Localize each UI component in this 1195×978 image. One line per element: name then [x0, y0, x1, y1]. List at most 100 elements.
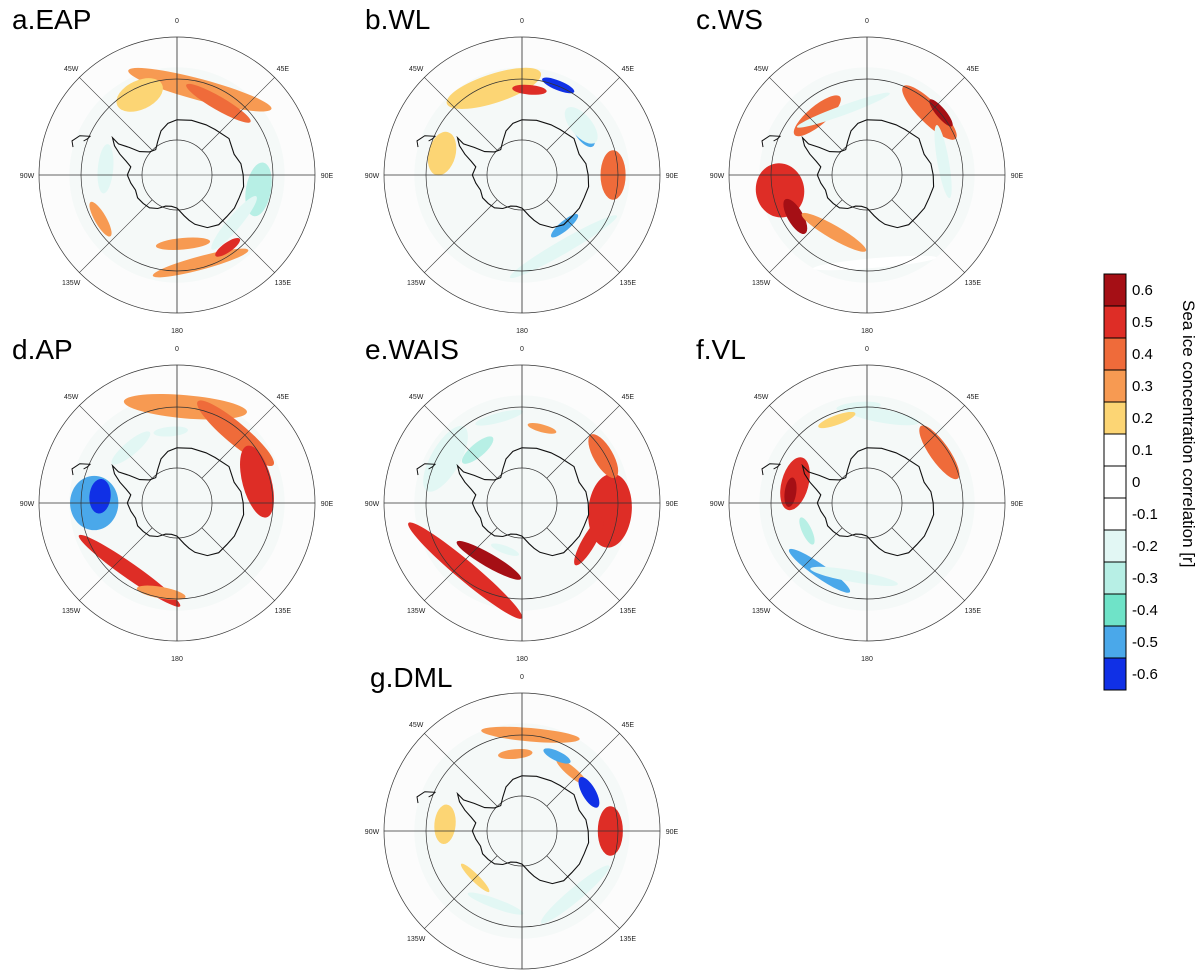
longitude-label: 135W — [752, 280, 771, 287]
colorbar-cell — [1103, 625, 1127, 659]
latitude-circle — [38, 364, 316, 642]
longitude-label: 90W — [365, 829, 380, 836]
latitude-circle — [141, 467, 213, 539]
latitude-circle — [728, 364, 1006, 642]
panel-vl: f.VL 0 45E 90E 135E 180 135W 90W 45W — [690, 328, 1030, 663]
latitude-circle — [383, 364, 661, 642]
latitude-circle — [425, 78, 619, 272]
longitude-label: 90E — [321, 501, 334, 508]
latitude-circle — [486, 139, 558, 211]
panel-title: f.VL — [696, 334, 746, 365]
longitude-label: 135E — [620, 280, 637, 287]
panel-wais: e.WAIS 0 45E 90E 135E 180 135W 90W 45W — [345, 328, 685, 663]
latitude-circle — [486, 795, 558, 867]
correlation-patch — [498, 748, 533, 760]
polar-map: 0 45E 90E 135E 180 135W 90W 45W — [710, 346, 1024, 663]
colorbar-cell — [1103, 657, 1127, 691]
correlation-patch — [796, 92, 890, 128]
correlation-patch — [89, 479, 111, 514]
south-america-coastline — [71, 463, 92, 476]
meridian-line — [424, 199, 498, 273]
colorbar-cell — [1103, 273, 1127, 307]
longitude-label: 180 — [516, 328, 528, 335]
colorbar-cell — [1103, 433, 1127, 467]
panel-ap: d.AP 0 45E 90E 135E 180 135W 90W 45W — [0, 328, 340, 663]
colorbar-cell — [1103, 593, 1127, 627]
correlation-patch — [111, 431, 151, 465]
colorbar-tick-label: 0.4 — [1132, 346, 1153, 363]
meridian-line — [546, 199, 620, 273]
meridian-line — [769, 199, 843, 273]
longitude-label: 0 — [865, 346, 869, 353]
colorbar-tick-label: -0.2 — [1132, 538, 1158, 555]
correlation-patch — [89, 201, 112, 237]
correlation-patch — [813, 255, 937, 271]
correlation-patch — [509, 215, 618, 279]
latitude-circle — [770, 406, 964, 600]
south-america-coastline — [416, 463, 437, 476]
meridian-line — [769, 405, 843, 479]
colorbar-cell — [1103, 497, 1127, 531]
colorbar-tick-label: 0.2 — [1132, 410, 1153, 427]
meridian-line — [424, 77, 498, 151]
longitude-label: 45W — [409, 394, 424, 401]
meridian-line — [424, 527, 498, 601]
colorbar-cell — [1103, 337, 1127, 371]
longitude-label: 45W — [409, 66, 424, 73]
meridian-line — [546, 405, 620, 479]
longitude-label: 0 — [865, 18, 869, 25]
longitude-label: 45W — [754, 66, 769, 73]
correlation-patch — [783, 198, 808, 234]
correlation-patch — [929, 99, 953, 127]
panel-title: d.AP — [12, 334, 73, 365]
panel-dml: g.DML 0 45E 90E 135E 180 135W 90W 45W — [345, 656, 685, 978]
latitude-circle — [80, 78, 274, 272]
longitude-label: 180 — [171, 328, 183, 335]
meridian-line — [891, 199, 965, 273]
longitude-label: 0 — [520, 18, 524, 25]
correlation-patch — [136, 585, 186, 600]
meridian-line — [546, 77, 620, 151]
meridian-line — [891, 405, 965, 479]
correlation-patch — [550, 214, 579, 238]
meridian-line — [546, 527, 620, 601]
latitude-circle — [80, 406, 274, 600]
meridian-line — [201, 527, 275, 601]
colorbar-tick-label: -0.6 — [1132, 666, 1158, 683]
longitude-label: 45E — [277, 394, 290, 401]
correlation-patch — [512, 84, 547, 95]
colorbar-tick-label: 0 — [1132, 474, 1140, 491]
panel-eap: a.EAP 0 45E 90E 135E 180 135W 90W 45W — [0, 0, 340, 335]
antarctic-coastline — [801, 119, 935, 229]
meridian-line — [201, 77, 275, 151]
meridian-line — [891, 77, 965, 151]
panel-wl: b.WL 0 45E 90E 135E 180 135W 90W 45W — [345, 0, 685, 335]
colorbar-tick-label: -0.4 — [1132, 602, 1158, 619]
meridian-line — [201, 405, 275, 479]
correlation-patch — [818, 411, 856, 429]
panel-title: e.WAIS — [365, 334, 459, 365]
polar-map: 0 45E 90E 135E 180 135W 90W 45W — [20, 18, 334, 335]
longitude-label: 45E — [277, 66, 290, 73]
correlation-patch — [467, 892, 524, 915]
longitude-label: 90W — [710, 173, 725, 180]
longitude-label: 90W — [710, 501, 725, 508]
longitude-label: 135W — [62, 280, 81, 287]
panel-ws: c.WS 0 45E 90E 135E 180 135W 90W 45W — [690, 0, 1030, 335]
colorbar-cell — [1103, 369, 1127, 403]
antarctic-coastline — [111, 119, 245, 229]
correlation-patch — [475, 409, 524, 426]
correlation-patch — [240, 445, 274, 518]
longitude-label: 180 — [861, 656, 873, 663]
longitude-label: 90E — [666, 501, 679, 508]
longitude-label: 135E — [275, 608, 292, 615]
longitude-label: 135W — [407, 936, 426, 943]
meridian-line — [769, 77, 843, 151]
correlation-patch — [481, 726, 580, 743]
panel-title: a.EAP — [12, 4, 92, 35]
longitude-label: 0 — [520, 674, 524, 681]
latitude-circle — [831, 467, 903, 539]
colorbar-title: Sea ice concentration correlation [r] — [1179, 300, 1195, 568]
correlation-patch — [784, 477, 797, 507]
correlation-patch — [542, 77, 575, 94]
